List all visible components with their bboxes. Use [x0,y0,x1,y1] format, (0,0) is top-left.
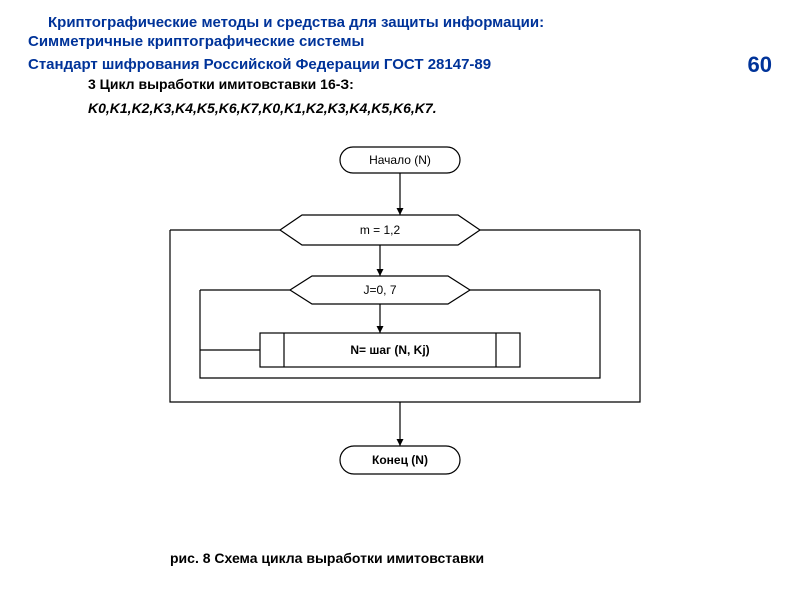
svg-text:J=0, 7: J=0, 7 [363,283,396,297]
flowchart-diagram: Начало (N) m = 1,2 J=0, 7 N= шаг (N, Kj) Кон… [100,140,700,520]
svg-text:N= шаг (N, Kj): N= шаг (N, Kj) [350,343,429,357]
subtitle-keys: K0,K1,K2,K3,K4,K5,K6,K7,K0,K1,K2,K3,K4,K… [88,100,437,116]
page-number: 60 [748,52,772,78]
title-line-1: Криптографические методы и средства для … [48,14,780,31]
subtitle-cycle: 3 Цикл выработки имитовставки 16-З: [88,76,354,92]
figure-caption: рис. 8 Схема цикла выработки имитовставк… [170,550,484,566]
svg-text:Конец (N): Конец (N) [372,453,428,467]
title-line-2: Симметричные криптографические системы [28,33,780,50]
title-line-3: Стандарт шифрования Российской Федерации… [28,56,780,73]
svg-text:m = 1,2: m = 1,2 [360,223,401,237]
svg-text:Начало (N): Начало (N) [369,153,431,167]
